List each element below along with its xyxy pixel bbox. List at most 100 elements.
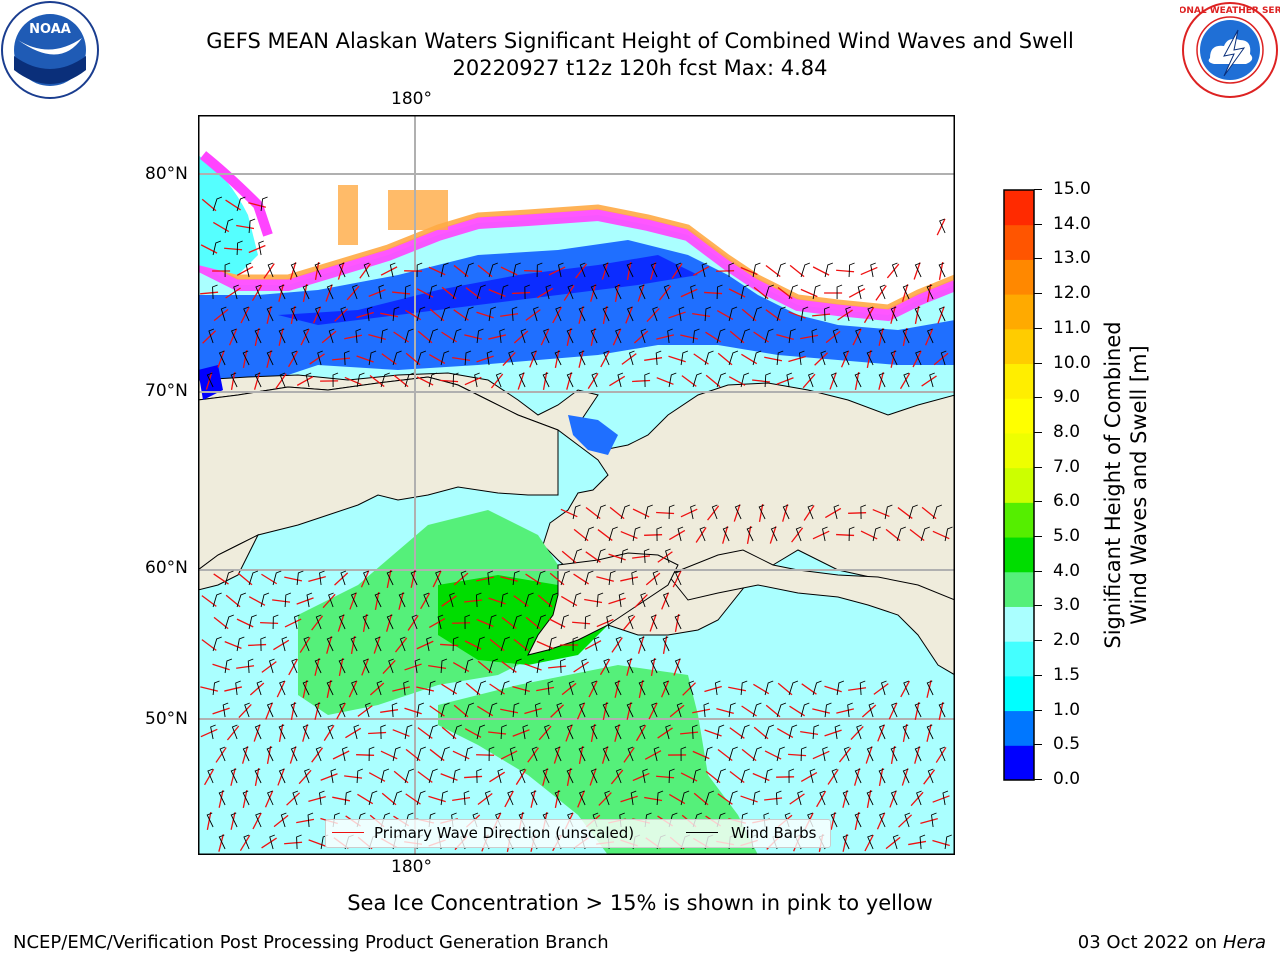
- wind-barb: [572, 504, 581, 520]
- wind-barb: [476, 724, 486, 740]
- wind-barb: [878, 812, 886, 828]
- wave-arrow: [290, 306, 296, 324]
- wave-arrow: [842, 834, 848, 852]
- wind-barb: [464, 614, 471, 630]
- wave-arrow: [598, 792, 612, 806]
- wind-barb: [854, 768, 862, 784]
- wave-arrow: [336, 702, 346, 720]
- wind-barb: [711, 504, 718, 520]
- wave-arrow: [902, 328, 908, 346]
- lat-label-60: 60°N: [145, 558, 188, 578]
- wind-barb: [399, 636, 406, 652]
- colorbar-segment: [1004, 571, 1034, 607]
- wave-arrow: [428, 795, 446, 803]
- wave-arrow: [692, 750, 710, 760]
- wave-arrow: [637, 636, 645, 654]
- wave-arrow: [332, 357, 351, 361]
- wave-arrow: [890, 306, 896, 324]
- wave-arrow: [933, 352, 949, 366]
- wave-arrow: [625, 306, 633, 324]
- wave-arrow: [248, 643, 267, 647]
- wave-arrow: [561, 682, 577, 696]
- wave-arrow: [512, 291, 531, 295]
- wind-barb: [278, 328, 286, 344]
- wind-barb: [854, 372, 862, 388]
- wind-barb: [740, 372, 750, 388]
- wave-arrow: [298, 769, 312, 785]
- wind-barb: [798, 350, 805, 366]
- wind-barb: [644, 504, 653, 520]
- wave-arrow: [626, 262, 632, 280]
- wave-arrow: [312, 306, 322, 324]
- map-frame: [198, 115, 955, 855]
- wave-arrow: [872, 508, 890, 518]
- wave-arrow: [587, 373, 599, 389]
- wind-barb: [931, 812, 937, 828]
- wave-arrow: [253, 372, 261, 390]
- wind-barb: [338, 614, 346, 630]
- wind-barb: [572, 636, 579, 652]
- colorbar-tick-label: 11.0: [1053, 317, 1091, 338]
- wind-barb: [524, 284, 530, 300]
- wave-arrow: [722, 526, 729, 544]
- wind-barb: [716, 328, 726, 344]
- wave-height-map: [198, 115, 955, 855]
- wind-barb: [366, 306, 373, 322]
- wave-arrow: [600, 350, 610, 368]
- wave-arrow: [226, 725, 240, 741]
- wave-arrow: [890, 350, 896, 368]
- wind-barb: [428, 328, 439, 344]
- wind-barb: [463, 790, 470, 806]
- wind-barb: [614, 680, 622, 696]
- colorbar-tick-label: 2.0: [1053, 630, 1081, 651]
- colorbar-tick-label: 15.0: [1053, 179, 1091, 199]
- wind-barb: [652, 570, 659, 586]
- wind-barb: [356, 372, 365, 388]
- wave-arrow: [800, 771, 818, 783]
- wind-barb: [440, 262, 449, 278]
- wave-arrow: [488, 731, 507, 735]
- wind-barb: [464, 702, 475, 718]
- wind-barb: [532, 306, 539, 322]
- wind-barb: [230, 768, 238, 784]
- wind-barb: [464, 350, 472, 366]
- wind-barb: [476, 768, 482, 784]
- colorbar-tick-mark: [1034, 605, 1042, 607]
- wave-arrow: [776, 377, 794, 385]
- wind-barb: [602, 702, 610, 718]
- colorbar-tick-label: 9.0: [1053, 387, 1081, 408]
- wind-barb: [254, 372, 262, 388]
- wind-barb: [843, 746, 850, 762]
- wind-barb: [363, 262, 370, 278]
- wind-barb: [938, 306, 946, 322]
- wind-barb: [464, 746, 473, 762]
- wave-arrow: [302, 724, 309, 742]
- wind-barb: [914, 262, 922, 278]
- wind-barb: [386, 614, 394, 630]
- wave-arrow: [296, 376, 314, 386]
- wind-barb: [278, 768, 286, 784]
- wave-arrow: [584, 598, 603, 604]
- wave-arrow: [266, 746, 272, 764]
- wind-barb: [854, 812, 862, 828]
- wave-arrow: [373, 636, 381, 654]
- wave-arrow: [302, 284, 308, 302]
- wind-barb: [212, 636, 222, 652]
- wind-barb: [258, 240, 264, 256]
- wave-arrow: [542, 768, 549, 786]
- wave-arrow: [416, 640, 434, 650]
- wind-barb: [578, 350, 586, 366]
- colorbar-tick-mark: [1034, 397, 1042, 399]
- wind-barb: [915, 350, 922, 366]
- wind-barb: [536, 570, 546, 586]
- wave-arrow: [476, 576, 495, 582]
- wind-barb: [440, 746, 450, 762]
- wave-arrow: [382, 659, 396, 675]
- wind-barb: [328, 592, 334, 608]
- wave-arrow: [314, 658, 320, 676]
- wave-arrow: [733, 504, 741, 522]
- wave-arrow: [200, 291, 219, 295]
- wave-arrow: [504, 790, 514, 808]
- wind-barb: [488, 262, 498, 278]
- wind-barb: [662, 636, 670, 652]
